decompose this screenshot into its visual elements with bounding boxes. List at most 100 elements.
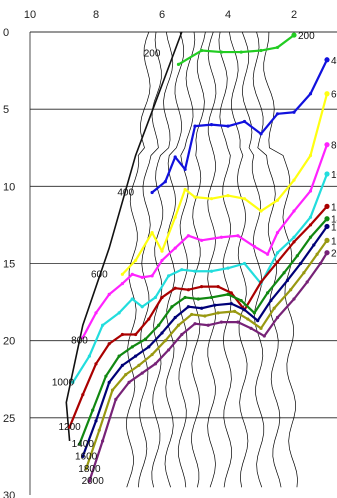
contour-label: 1600 bbox=[75, 451, 98, 462]
series-point-1200 bbox=[292, 240, 296, 244]
series-point-1400 bbox=[196, 297, 200, 301]
series-point-800 bbox=[94, 311, 98, 315]
series-point-600 bbox=[292, 178, 296, 182]
series-point-1600 bbox=[81, 454, 85, 459]
series-point-1400 bbox=[266, 291, 270, 295]
series-point-200 bbox=[275, 45, 280, 50]
series-point-2000 bbox=[153, 362, 157, 366]
series-point-1800 bbox=[110, 388, 115, 392]
series-point-1800 bbox=[176, 323, 181, 327]
series-point-1200 bbox=[173, 286, 177, 290]
series-point-1600 bbox=[186, 305, 190, 309]
series-point-800 bbox=[266, 252, 270, 256]
series-point-600 bbox=[209, 197, 214, 201]
series-point-800 bbox=[130, 272, 134, 276]
series-point-1200 bbox=[324, 203, 330, 209]
series-point-2000 bbox=[292, 297, 296, 301]
series-point-1400 bbox=[104, 374, 108, 378]
axis-ticks: 1086420051015202530 bbox=[3, 9, 297, 498]
series-point-2000 bbox=[249, 326, 253, 330]
series-point-1800 bbox=[137, 363, 141, 367]
series-point-1600 bbox=[94, 419, 98, 423]
series-point-1400 bbox=[239, 298, 243, 303]
series-point-1000 bbox=[167, 274, 171, 278]
series-point-1800 bbox=[302, 271, 306, 275]
series-line-400 bbox=[151, 59, 328, 194]
series-point-1800 bbox=[203, 314, 207, 318]
series-point-200 bbox=[200, 48, 204, 53]
y-tick-label: 10 bbox=[3, 181, 15, 193]
series-point-1200 bbox=[81, 393, 85, 397]
series-end-label: 1400 bbox=[331, 215, 337, 226]
series-point-1600 bbox=[134, 354, 138, 358]
series-end-label: 400 bbox=[331, 56, 337, 67]
series-point-2000 bbox=[140, 371, 144, 375]
series-point-800 bbox=[173, 246, 177, 250]
contour-label: 1400 bbox=[72, 439, 95, 450]
series-point-400 bbox=[150, 190, 154, 195]
x-tick-label: 2 bbox=[291, 9, 297, 21]
series-point-1200 bbox=[120, 332, 124, 337]
series-point-1200 bbox=[229, 291, 233, 295]
x-tick-label: 10 bbox=[24, 9, 36, 21]
series-point-800 bbox=[81, 335, 85, 340]
contour-line bbox=[177, 31, 196, 488]
series-point-1400 bbox=[143, 337, 148, 341]
series-end-label: 800 bbox=[331, 141, 337, 152]
series-point-1000 bbox=[242, 261, 247, 266]
series-point-600 bbox=[308, 153, 313, 158]
contour-line bbox=[164, 31, 185, 488]
contour-label: 1000 bbox=[52, 377, 75, 388]
series-point-1400 bbox=[209, 295, 214, 300]
series-point-1200 bbox=[275, 260, 280, 264]
series-point-2000 bbox=[114, 397, 118, 401]
contour-line bbox=[241, 31, 265, 488]
series-point-600 bbox=[193, 195, 197, 199]
series-point-1800 bbox=[259, 326, 263, 330]
series-line-1000 bbox=[71, 173, 329, 383]
series-point-1600 bbox=[160, 331, 164, 335]
series-point-400 bbox=[209, 123, 214, 127]
series-point-1000 bbox=[193, 269, 197, 273]
series-point-200 bbox=[219, 50, 223, 54]
series-point-600 bbox=[242, 197, 247, 201]
series-point-1400 bbox=[226, 292, 230, 296]
series-point-200 bbox=[291, 32, 297, 38]
series-point-1200 bbox=[216, 285, 220, 289]
series-point-800 bbox=[219, 235, 223, 239]
series-point-1800 bbox=[97, 428, 101, 432]
contour-label: 200 bbox=[144, 49, 161, 60]
series-point-1200 bbox=[308, 223, 313, 227]
grid bbox=[29, 31, 337, 495]
series-point-2000 bbox=[87, 479, 91, 483]
series-point-1200 bbox=[107, 342, 111, 346]
data-series bbox=[68, 32, 330, 483]
series-point-800 bbox=[252, 244, 256, 249]
series-point-1600 bbox=[269, 298, 273, 303]
y-tick-label: 20 bbox=[3, 336, 15, 348]
series-point-1000 bbox=[226, 266, 230, 270]
series-point-1800 bbox=[315, 252, 319, 256]
series-point-1400 bbox=[157, 323, 161, 327]
series-point-1000 bbox=[292, 235, 296, 239]
contour-label: 2000 bbox=[82, 476, 105, 487]
series-point-1200 bbox=[160, 295, 164, 300]
series-point-600 bbox=[150, 231, 154, 235]
y-tick-label: 30 bbox=[3, 490, 15, 498]
series-point-800 bbox=[150, 274, 154, 278]
contour-line bbox=[151, 31, 174, 488]
series-point-1400 bbox=[252, 311, 256, 315]
series-end-label: 200 bbox=[298, 31, 315, 42]
series-point-2000 bbox=[127, 380, 131, 384]
series-point-1800 bbox=[163, 339, 167, 343]
series-line-1600 bbox=[81, 225, 328, 457]
series-point-600 bbox=[275, 198, 280, 202]
series-point-600 bbox=[183, 187, 187, 192]
y-tick-label: 0 bbox=[3, 27, 9, 39]
x-tick-label: 8 bbox=[93, 9, 99, 21]
series-point-1600 bbox=[299, 261, 303, 266]
series-point-1600 bbox=[256, 319, 260, 323]
series-point-1600 bbox=[107, 380, 111, 384]
series-point-800 bbox=[324, 142, 330, 148]
